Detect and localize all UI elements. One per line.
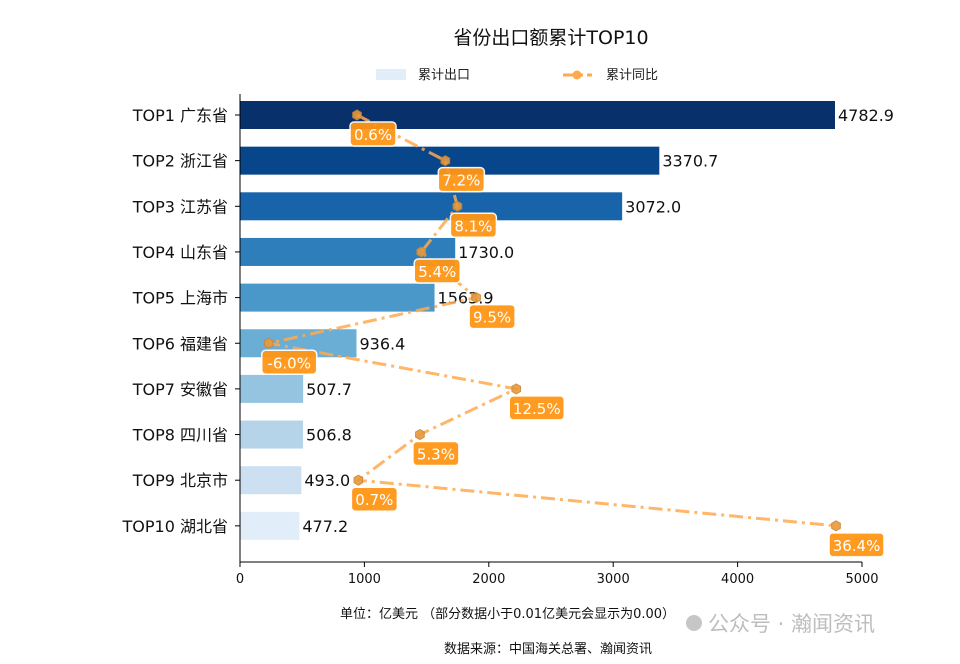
yoy-label: 0.6% [354, 126, 392, 144]
chart-title: 省份出口额累计TOP10 [453, 27, 648, 49]
yoy-label-box [828, 532, 885, 558]
y-tick-label: TOP8 四川省 [132, 426, 228, 445]
yoy-label: -6.0% [267, 354, 311, 372]
y-tick-label: TOP1 广东省 [132, 106, 228, 125]
yoy-label: 8.1% [454, 217, 492, 235]
y-tick-label: TOP10 湖北省 [122, 517, 228, 536]
yoy-marker [352, 109, 362, 121]
yoy-label: 9.5% [473, 309, 511, 327]
bar-value-label: 936.4 [359, 334, 405, 353]
x-tick-label: 4000 [721, 572, 754, 587]
yoy-marker [415, 428, 425, 441]
yoy-label-box [437, 166, 486, 193]
bar [240, 420, 304, 449]
y-tick-label: TOP2 浙江省 [132, 152, 228, 171]
bar-value-label: 507.7 [306, 380, 352, 399]
bar [240, 283, 435, 312]
yoy-label-box [349, 121, 397, 147]
legend: 累计出口 累计同比 [376, 68, 658, 83]
legend-swatch-bar [376, 69, 406, 80]
y-tick-label: TOP7 安徽省 [132, 380, 228, 399]
bar-value-label: 477.2 [302, 517, 348, 536]
bar-value-label: 3072.0 [625, 197, 681, 216]
x-tick-label: 5000 [845, 572, 878, 587]
x-tick-label: 2000 [472, 572, 505, 587]
watermark-text: 公众号 · 瀚闻资讯 [708, 612, 875, 636]
yoy-label: 36.4% [833, 537, 881, 555]
yoy-label: 0.7% [355, 491, 393, 509]
bar-value-label: 4782.9 [838, 106, 894, 125]
yoy-marker [831, 520, 841, 532]
source-note: 数据来源：中国海关总署、瀚闻资讯 [444, 642, 652, 657]
yoy-marker [452, 200, 463, 212]
bar-value-label: 3370.7 [662, 152, 718, 171]
yoy-label: 5.3% [417, 446, 455, 464]
legend-marker [572, 70, 582, 80]
bar [240, 192, 623, 221]
yoy-label: 12.5% [513, 400, 561, 418]
legend-label-bar: 累计出口 [418, 68, 470, 83]
bar [240, 511, 300, 540]
yoy-label-box [350, 486, 399, 512]
yoy-marker [440, 155, 451, 167]
legend-label-line: 累计同比 [606, 68, 658, 83]
y-tick-label: TOP4 山东省 [132, 243, 228, 262]
yoy-line [268, 113, 837, 528]
yoy-marker [416, 246, 427, 258]
yoy-marker [471, 292, 481, 304]
y-tick-label: TOP3 江苏省 [132, 197, 228, 216]
bar [240, 101, 835, 129]
x-tick-label: 0 [236, 572, 244, 587]
x-axis-label: 单位：亿美元 （部分数据小于0.01亿美元会显示为0.00） [340, 607, 675, 622]
yoy-label-box [468, 303, 516, 330]
yoy-marker [263, 337, 274, 349]
yoy-label: 7.2% [442, 172, 480, 190]
bar [240, 374, 304, 403]
yoy-marker [353, 474, 364, 486]
wechat-icon [686, 615, 702, 631]
bar-value-label: 1730.0 [458, 243, 514, 262]
yoy-marker [511, 383, 522, 395]
x-tick-label: 1000 [348, 572, 381, 587]
bar-value-label: 506.8 [306, 426, 352, 445]
yoy-label-box [449, 212, 498, 239]
yoy-label: 5.4% [418, 263, 456, 281]
yoy-label-box [508, 395, 565, 421]
y-tick-label: TOP6 福建省 [132, 334, 228, 353]
yoy-label-box [413, 258, 462, 284]
y-tick-label: TOP5 上海市 [132, 289, 228, 308]
y-tick-label: TOP9 北京市 [132, 471, 228, 490]
yoy-label-box [412, 440, 460, 467]
x-tick-label: 3000 [597, 572, 630, 587]
bar-value-label: 493.0 [304, 471, 350, 490]
yoy-label-box [260, 349, 318, 375]
watermark: 公众号 · 瀚闻资讯 [686, 612, 875, 636]
bar [240, 466, 302, 495]
